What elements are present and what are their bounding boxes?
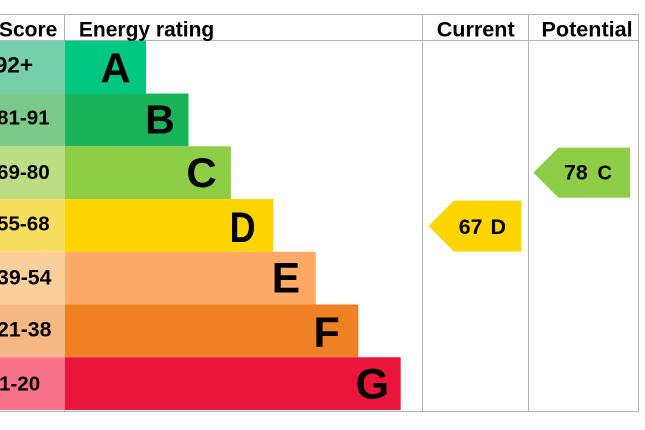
svg-text:Potential: Potential	[542, 16, 633, 41]
svg-text:E: E	[272, 256, 300, 303]
svg-text:D: D	[230, 204, 256, 252]
svg-text:D: D	[491, 215, 507, 239]
svg-text:92+: 92+	[0, 53, 33, 78]
svg-text:78: 78	[564, 160, 588, 184]
svg-text:21-38: 21-38	[0, 318, 52, 342]
svg-text:81-91: 81-91	[0, 107, 50, 130]
svg-text:C: C	[186, 149, 216, 196]
svg-text:Score: Score	[0, 18, 57, 41]
svg-text:F: F	[313, 309, 339, 357]
svg-text:G: G	[356, 361, 389, 409]
svg-text:55-68: 55-68	[0, 213, 50, 236]
svg-text:A: A	[100, 44, 130, 91]
svg-text:C: C	[598, 162, 612, 184]
svg-text:39-54: 39-54	[0, 266, 52, 290]
svg-text:67: 67	[459, 215, 483, 239]
svg-text:69-80: 69-80	[0, 161, 50, 184]
svg-text:Current: Current	[437, 16, 515, 41]
svg-text:1-20: 1-20	[0, 372, 40, 395]
svg-text:B: B	[145, 97, 175, 143]
svg-text:Energy rating: Energy rating	[79, 18, 214, 41]
